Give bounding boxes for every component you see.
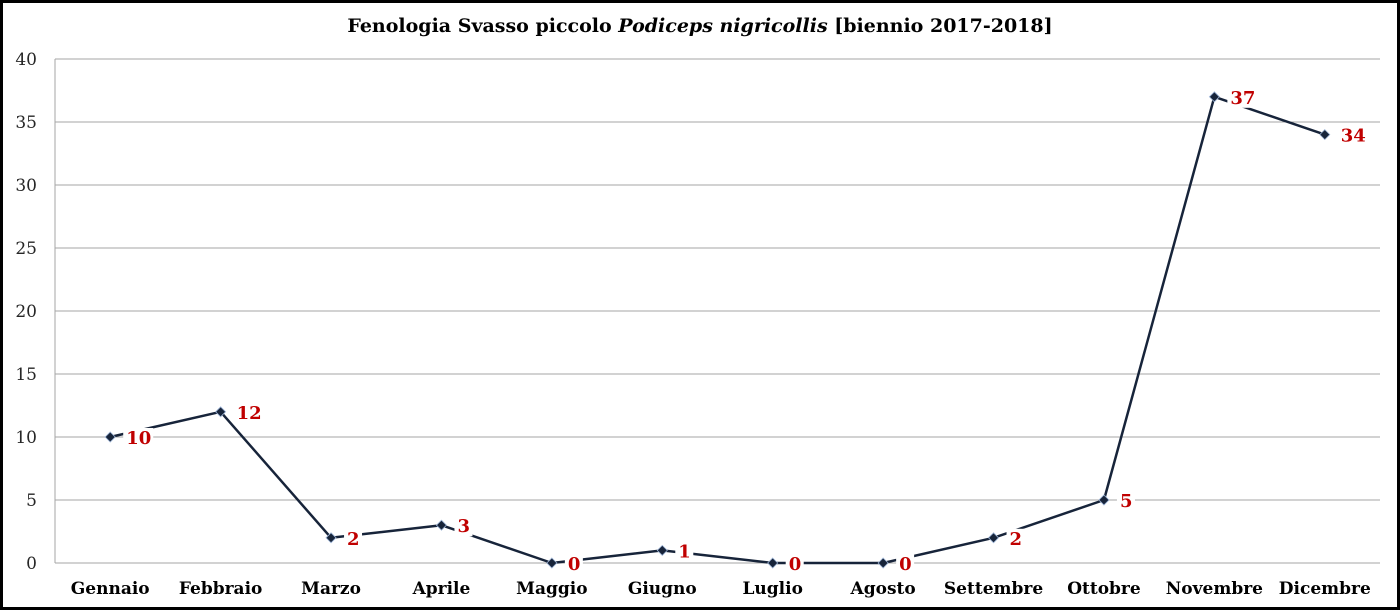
x-tick-label: Gennaio [71, 579, 150, 599]
y-tick-label: 0 [26, 554, 37, 574]
y-tick-label: 35 [15, 113, 37, 133]
chart-title-main: Fenologia Svasso piccolo [347, 15, 619, 37]
data-label-background [896, 554, 915, 574]
data-point-marker [104, 431, 116, 443]
data-label-background [785, 554, 804, 574]
y-tick-label: 10 [15, 428, 37, 448]
x-tick-label: Aprile [412, 579, 471, 599]
data-label-background [1116, 491, 1135, 511]
x-tick-label: Giugno [628, 579, 697, 599]
x-tick-label: Febbraio [179, 579, 263, 599]
data-point-marker [1098, 494, 1110, 506]
x-tick-label: Settembre [944, 579, 1043, 599]
y-tick-label: 25 [15, 239, 37, 259]
data-label-background [344, 528, 363, 549]
data-label-background [1006, 528, 1025, 549]
x-tick-label: Dicembre [1279, 579, 1371, 599]
series-line [109, 95, 1326, 565]
data-point-marker [1208, 91, 1220, 103]
data-point-marker [546, 557, 558, 569]
marker-layer [104, 91, 1331, 569]
series-layer [109, 95, 1326, 565]
x-tick-label: Maggio [516, 579, 587, 599]
data-point-marker [215, 406, 227, 418]
data-label: 2 [347, 529, 360, 550]
data-label: 0 [568, 554, 581, 575]
data-label: 34 [1341, 126, 1366, 147]
chart-title: Fenologia Svasso piccolo Podiceps nigric… [0, 15, 1400, 37]
data-point-marker [1319, 129, 1331, 141]
x-axis: Gennaio Febbraio Marzo Aprile Maggio Giugno Lu… [55, 562, 1380, 599]
data-point-marker [435, 519, 448, 531]
data-label: 0 [789, 554, 802, 575]
x-tick-label: Agosto [850, 579, 916, 599]
data-label-background [564, 554, 583, 574]
data-point-marker [656, 544, 668, 556]
y-tick-label: 20 [15, 302, 37, 322]
x-tick-label: Marzo [301, 579, 361, 599]
data-label: 3 [457, 516, 470, 537]
grid-layer [55, 58, 1380, 501]
data-label-background [675, 541, 694, 562]
chart-title-period: [biennio 2017-2018] [827, 15, 1053, 37]
data-label: 1 [678, 541, 691, 562]
data-label-background [454, 516, 473, 537]
data-label: 2 [1010, 529, 1023, 550]
y-tick-label: 30 [15, 176, 37, 196]
y-tick-label: 5 [26, 491, 37, 511]
data-label: 37 [1230, 88, 1255, 109]
data-label-background [1227, 87, 1258, 108]
x-tick-label: Novembre [1166, 579, 1263, 599]
x-tick-label: Luglio [742, 579, 802, 599]
y-tick-label: 40 [15, 50, 37, 70]
y-axis: 0 5 10 15 20 25 30 35 40 [15, 50, 56, 574]
data-point-marker [325, 532, 337, 544]
data-point-marker [987, 532, 1000, 544]
data-label: 12 [237, 403, 262, 424]
data-label-background [1337, 125, 1368, 146]
data-label-background [123, 428, 154, 448]
y-tick-label: 15 [15, 365, 37, 385]
data-label-background [233, 402, 264, 423]
data-label: 10 [126, 428, 151, 449]
x-tick-label: Ottobre [1067, 579, 1141, 599]
chart-title-species: Podiceps nigricollis [618, 15, 828, 37]
data-point-marker [877, 557, 889, 569]
data-label: 0 [899, 554, 912, 575]
data-point-marker [767, 557, 779, 569]
data-label: 5 [1120, 491, 1133, 512]
